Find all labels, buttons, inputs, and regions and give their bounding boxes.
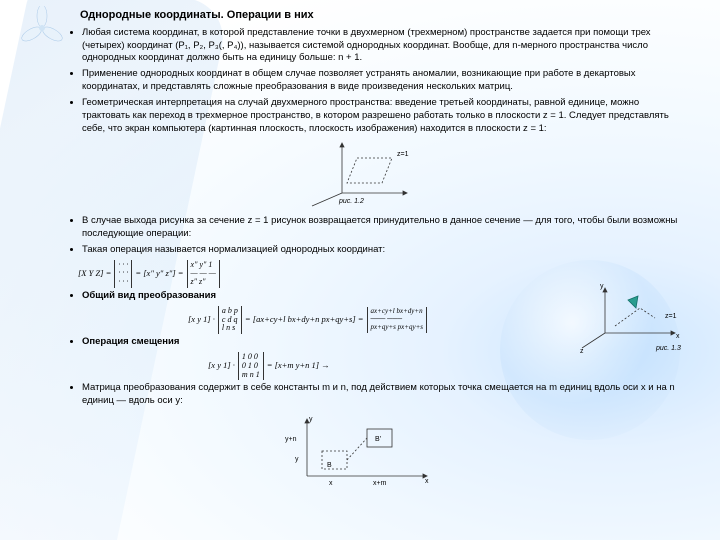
formula-text: [X Y Z] = <box>78 268 111 279</box>
bullet-list: Операция смещения <box>28 336 686 349</box>
formula-text: = [x+m y+n 1] → <box>267 360 330 371</box>
svg-text:x+m: x+m <box>373 480 387 487</box>
svg-text:y: y <box>309 416 313 423</box>
svg-text:B: B <box>327 462 332 469</box>
diagram-shift: y x B B' y+n y x x+m <box>28 411 686 496</box>
matrix-icon: x" y" 1— — —z" z" <box>187 260 220 288</box>
bullet-list: Любая система координат, в которой предс… <box>28 27 686 136</box>
bullet-list: Матрица преобразования содержит в себе к… <box>28 382 686 408</box>
fig-caption: рис. 1.2 <box>338 198 364 205</box>
bullet-item: Матрица преобразования содержит в себе к… <box>82 382 686 408</box>
bullet-list: Общий вид преобразования <box>28 290 686 303</box>
slide-content: Однородные координаты. Операции в них Лю… <box>0 0 720 506</box>
slide-title: Однородные координаты. Операции в них <box>80 8 686 23</box>
matrix-result: ax+cy+l bx+dy+n─── ───px+qy+s px+qy+s <box>367 307 428 332</box>
bullet-item: Общий вид преобразования <box>82 290 686 303</box>
svg-text:x: x <box>329 480 333 487</box>
normalization-formula: [X Y Z] = · · ·· · ·· · · = [x" y" z"] =… <box>78 260 686 288</box>
matrix-shift: 1 0 00 1 0m n 1 <box>238 352 264 380</box>
formula-text: = [x" y" z"] = <box>135 268 183 279</box>
svg-text:x: x <box>425 478 429 485</box>
bullet-item: Применение однородных координат в общем … <box>82 68 686 94</box>
formula-text: [x y 1] · <box>208 360 235 371</box>
matrix-icon: · · ·· · ·· · · <box>114 260 132 288</box>
bullet-item: Операция смещения <box>82 336 686 349</box>
bullet-list: В случае выхода рисунка за сечение z = 1… <box>28 215 686 256</box>
shift-formula: [x y 1] · 1 0 00 1 0m n 1 = [x+m y+n 1] … <box>208 352 686 380</box>
bullet-item: Такая операция называется нормализацией … <box>82 244 686 257</box>
bullet-item: Геометрическая интерпретация на случай д… <box>82 97 686 135</box>
matrix-transform: a b pc d ql n s <box>218 306 242 334</box>
formula-text: = [ax+cy+l bx+dy+n px+qy+s] = <box>245 314 364 325</box>
diagram-3d-plane: z=1 рис. 1.2 <box>28 138 686 213</box>
z1-label: z=1 <box>397 151 409 158</box>
bullet-item: В случае выхода рисунка за сечение z = 1… <box>82 215 686 241</box>
transform-formula: [x y 1] · a b pc d ql n s = [ax+cy+l bx+… <box>188 306 686 334</box>
formula-text: [x y 1] · <box>188 314 215 325</box>
svg-text:y: y <box>295 456 299 463</box>
svg-text:B': B' <box>375 436 381 443</box>
bullet-item: Любая система координат, в которой предс… <box>82 27 686 65</box>
svg-text:y+n: y+n <box>285 436 297 443</box>
